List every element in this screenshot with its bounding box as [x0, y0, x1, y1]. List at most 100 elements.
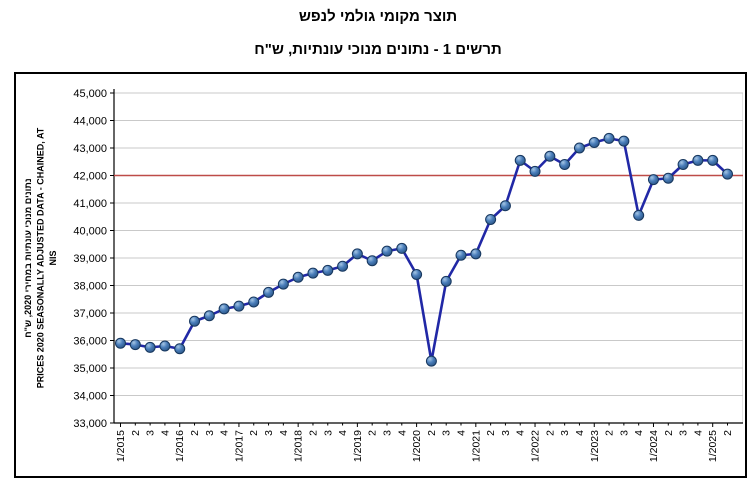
data-point	[292, 271, 304, 283]
x-tick-label: 4	[337, 430, 349, 436]
data-point	[633, 209, 645, 221]
data-point	[514, 154, 526, 166]
y-axis-title-line: PRICES 2020 SEASONALLY ADJUSTED DATA - C…	[36, 127, 46, 388]
y-axis-title-line: נתונים מנוכי עונתיות במחירי 2020, ש"ח	[23, 178, 33, 337]
x-tick-label: 1/2018	[293, 430, 305, 462]
x-tick-label: 4	[456, 430, 468, 436]
data-point	[129, 339, 141, 351]
data-point	[322, 264, 334, 276]
data-point	[470, 248, 482, 260]
chart-subtitle: תרשים 1 - נתונים מנוכי עונתיות, ש"ח	[254, 41, 502, 58]
data-point	[218, 303, 230, 315]
y-axis-title-line: NIS	[48, 250, 58, 265]
y-tick-label: 34,000	[73, 391, 107, 403]
x-tick-label: 4	[219, 430, 231, 436]
data-point	[144, 341, 156, 353]
data-point	[425, 355, 437, 367]
y-tick-label: 41,000	[73, 198, 107, 210]
x-tick-label: 1/2016	[174, 430, 186, 462]
x-tick-label: 4	[692, 430, 704, 436]
x-tick-label: 2	[130, 430, 142, 436]
x-tick-label: 3	[145, 430, 157, 436]
x-tick-label: 1/2022	[530, 430, 542, 462]
data-point	[440, 275, 452, 287]
x-tick-label: 1/2024	[648, 430, 660, 462]
x-tick-label: 3	[263, 430, 275, 436]
y-tick-label: 38,000	[73, 281, 107, 293]
x-tick-label: 2	[604, 430, 616, 436]
x-tick-label: 2	[426, 430, 438, 436]
y-tick-label: 37,000	[73, 308, 107, 320]
data-point	[381, 245, 393, 257]
x-tick-label: 3	[381, 430, 393, 436]
data-point	[233, 300, 245, 312]
data-point	[588, 137, 600, 148]
data-point	[677, 159, 689, 170]
y-tick-label: 36,000	[73, 336, 107, 348]
x-tick-label: 2	[485, 430, 497, 436]
data-point	[115, 337, 126, 349]
x-tick-label: 2	[663, 430, 675, 436]
x-tick-label: 3	[678, 430, 690, 436]
data-point	[573, 142, 585, 154]
x-tick-label: 4	[278, 430, 290, 436]
y-tick-label: 45,000	[73, 88, 107, 100]
x-tick-label: 2	[722, 430, 734, 436]
x-tick-label: 3	[204, 430, 216, 436]
data-line	[120, 137, 729, 363]
chart-title: תוצר מקומי גולמי לנפש	[298, 8, 458, 25]
x-tick-label: 1/2020	[411, 430, 423, 462]
x-tick-label: 4	[515, 430, 527, 436]
y-tick-label: 35,000	[73, 363, 107, 375]
data-point	[263, 286, 275, 298]
x-tick-label: 2	[248, 430, 260, 436]
y-tick-label: 44,000	[73, 116, 107, 128]
x-tick-label: 2	[189, 430, 201, 436]
data-point	[707, 154, 719, 166]
data-point	[248, 296, 260, 308]
x-tick-label: 1/2019	[352, 430, 364, 462]
x-tick-label: 3	[322, 430, 334, 436]
data-point	[544, 150, 556, 162]
x-tick-label: 1/2025	[707, 430, 719, 462]
chart-frame: 33,000 34,000 35,000 36,000 37,000 38,000 39,0…	[14, 72, 747, 478]
data-point	[618, 135, 630, 147]
data-point	[351, 248, 363, 260]
gdp-per-capita-line-chart: 33,000 34,000 35,000 36,000 37,000 38,000 39,0…	[23, 88, 744, 462]
x-tick-label: 2	[307, 430, 319, 436]
y-tick-label: 43,000	[73, 143, 107, 155]
x-tick-label: 4	[633, 430, 645, 436]
data-point	[603, 132, 615, 144]
data-point	[159, 340, 171, 352]
data-point	[559, 159, 571, 170]
data-point	[499, 200, 511, 212]
data-point	[647, 174, 659, 186]
x-tick-label: 2	[367, 430, 379, 436]
y-tick-label: 33,000	[73, 418, 107, 430]
data-point	[203, 310, 215, 322]
x-tick-label: 3	[559, 430, 571, 436]
y-tick-label: 42,000	[73, 171, 107, 183]
x-tick-label: 1/2015	[115, 430, 127, 462]
x-tick-label: 1/2021	[470, 430, 482, 462]
data-point	[174, 343, 186, 355]
x-tick-label: 4	[159, 430, 171, 436]
y-tick-label: 40,000	[73, 226, 107, 238]
x-tick-label: 3	[441, 430, 453, 436]
data-point	[485, 214, 497, 225]
x-tick-label: 1/2023	[589, 430, 601, 462]
data-point	[662, 172, 674, 184]
data-point	[455, 249, 467, 261]
data-point	[722, 168, 733, 180]
data-point	[337, 260, 349, 272]
data-point	[411, 269, 423, 280]
x-tick-label: 2	[544, 430, 556, 436]
x-tick-label: 3	[618, 430, 630, 436]
data-point	[692, 154, 704, 166]
x-tick-label: 1/2017	[233, 430, 245, 462]
x-tick-label: 4	[396, 430, 408, 436]
data-point	[189, 315, 201, 327]
data-point	[396, 242, 408, 254]
data-point	[307, 267, 319, 279]
data-point	[277, 278, 289, 290]
